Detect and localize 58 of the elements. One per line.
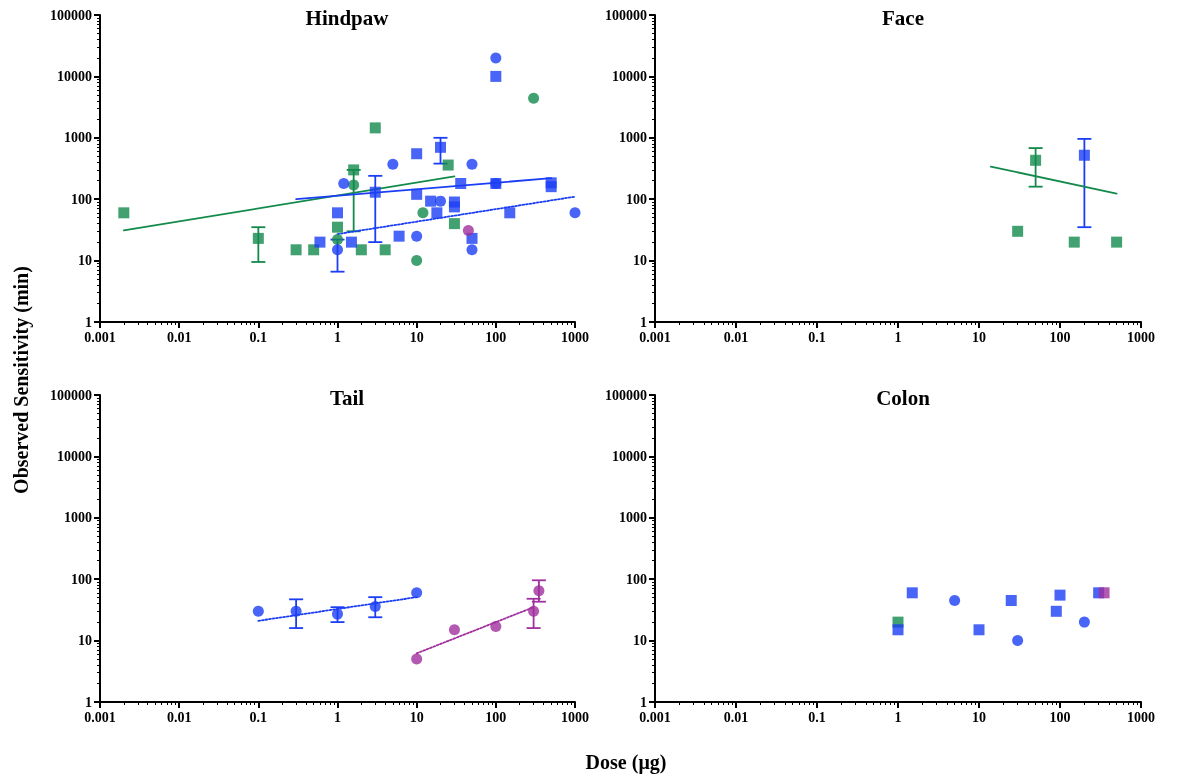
x-tick-label: 1 [334,709,341,725]
x-tick-label: 0.01 [723,709,749,725]
y-tick-label: 100000 [50,7,92,23]
y-tick-label: 10000 [612,68,647,84]
chart-title: Colon [876,385,931,410]
chart-title: Hindpaw [305,5,390,30]
x-tick-label: 100 [1049,709,1071,725]
y-tick-label: 1 [640,314,647,330]
x-tick-label: 0.001 [84,329,116,345]
y-tick-label: 1000 [64,510,92,526]
y-tick-label: 100000 [605,387,647,403]
y-tick-label: 1000 [619,510,647,526]
chart-title: Tail [329,385,365,410]
x-tick-label: 0.1 [808,709,826,725]
x-tick-label: 0.01 [166,329,192,345]
x-tick-label: 10 [972,329,986,345]
x-tick-label: 0.1 [808,329,826,345]
x-tick-label: 1 [894,709,902,725]
x-tick-label: 10 [972,709,986,725]
y-tick-label: 10 [78,253,92,269]
y-tick-label: 1000 [619,130,647,146]
y-tick-label: 10 [78,633,92,649]
x-tick-label: 0.01 [166,709,192,725]
x-tick-label: 1000 [1127,709,1155,725]
y-tick-label: 100000 [605,7,647,23]
y-tick-label: 100 [71,191,92,207]
y-tick-label: 10000 [612,448,647,464]
y-tick-label: 100 [626,191,647,207]
x-tick-label: 100 [1049,329,1071,345]
x-tick-label: 100 [485,709,507,725]
x-tick-label: 0.001 [639,329,671,345]
y-tick-label: 100000 [50,387,92,403]
y-tick-label: 10000 [57,68,92,84]
x-tick-label: 0.1 [249,329,268,345]
x-tick-label: 10 [409,709,424,725]
x-tick-label: 100 [485,329,507,345]
x-tick-label: 10 [409,329,424,345]
x-tick-label: 0.1 [249,709,268,725]
y-tick-label: 1000 [64,130,92,146]
x-tick-label: 0.001 [639,709,671,725]
x-tick-label: 1000 [1127,329,1155,345]
x-tick-label: 1000 [561,709,589,725]
y-tick-label: 100 [71,571,92,587]
x-axis-title: Dose (μg) [585,750,667,774]
y-tick-label: 10 [633,633,647,649]
y-axis-title: Observed Sensitivity (min) [9,266,33,494]
y-tick-label: 10 [633,253,647,269]
x-tick-label: 0.001 [84,709,116,725]
chart-title: Face [882,5,924,30]
x-tick-label: 1 [894,329,902,345]
x-tick-label: 1 [334,329,341,345]
y-tick-label: 100 [626,571,647,587]
x-tick-label: 0.01 [723,329,749,345]
x-tick-label: 1000 [561,329,589,345]
y-tick-label: 10000 [57,448,92,464]
y-tick-label: 1 [85,314,92,330]
y-tick-label: 1 [640,694,647,710]
y-tick-label: 1 [85,694,92,710]
